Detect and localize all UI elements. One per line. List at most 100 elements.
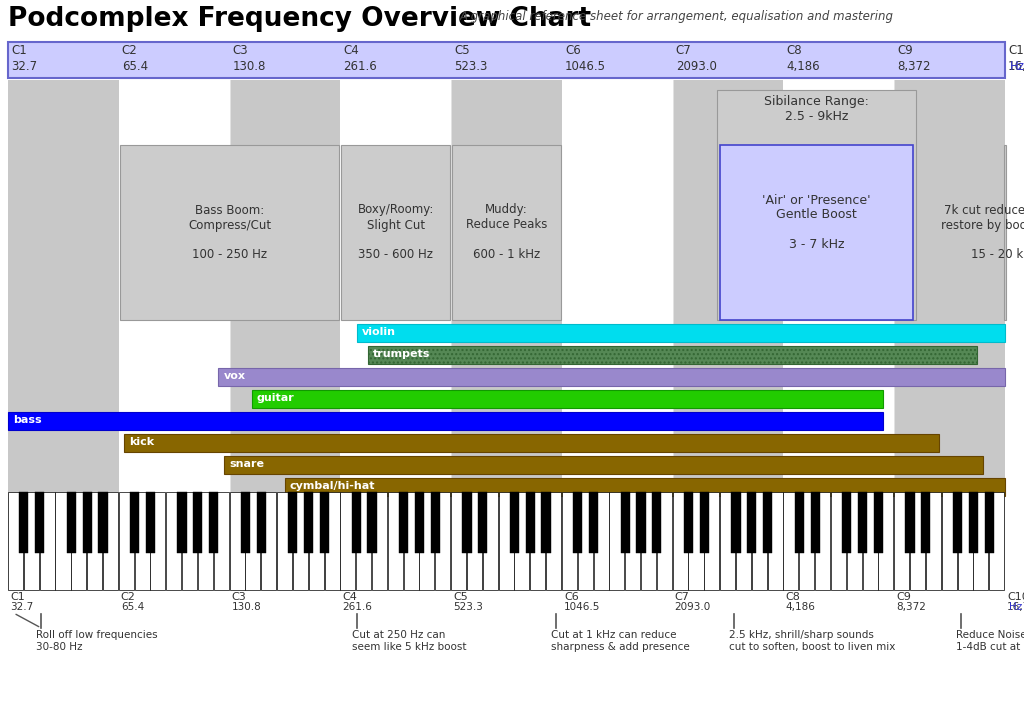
Text: snare: snare	[229, 459, 264, 469]
Bar	[40, 492, 54, 590]
Text: 4,186: 4,186	[785, 602, 815, 612]
Bar	[55, 492, 71, 590]
Text: Muddy:
Reduce Peaks

600 - 1 kHz: Muddy: Reduce Peaks 600 - 1 kHz	[466, 203, 547, 261]
Bar	[166, 492, 181, 590]
Bar	[705, 492, 719, 590]
Text: C8: C8	[786, 44, 802, 57]
Bar	[293, 492, 308, 590]
Bar	[525, 492, 535, 553]
Bar	[985, 492, 993, 553]
Bar	[989, 492, 1005, 590]
Text: C9: C9	[897, 44, 913, 57]
Bar	[673, 492, 688, 590]
Bar	[340, 80, 452, 590]
Bar	[530, 492, 545, 590]
Bar	[308, 492, 324, 590]
Bar	[974, 492, 988, 590]
Bar	[103, 492, 118, 590]
Bar	[905, 492, 914, 553]
Bar	[252, 390, 883, 408]
Bar	[463, 492, 471, 553]
Bar	[969, 492, 978, 553]
Bar	[452, 492, 466, 590]
Text: C8: C8	[785, 592, 801, 602]
Text: C9: C9	[896, 592, 911, 602]
Bar	[926, 492, 941, 590]
Text: 2093.0: 2093.0	[675, 602, 711, 612]
Bar	[478, 492, 487, 553]
Bar	[922, 492, 931, 553]
Text: 130.8: 130.8	[232, 60, 266, 73]
Text: guitar: guitar	[257, 393, 295, 403]
Bar	[420, 492, 434, 590]
Text: C1: C1	[10, 592, 25, 602]
Bar	[699, 492, 709, 553]
Text: 2.5 kHz, shrill/sharp sounds
cut to soften, boost to liven mix: 2.5 kHz, shrill/sharp sounds cut to soft…	[729, 630, 895, 652]
Bar	[278, 492, 292, 590]
Bar	[510, 492, 519, 553]
Text: Roll off low frequencies
30-80 Hz: Roll off low frequencies 30-80 Hz	[36, 630, 158, 652]
Text: C2: C2	[121, 592, 135, 602]
Text: 7k cut reduces 'air' -
restore by boost here

15 - 20 kHz: 7k cut reduces 'air' - restore by boost …	[941, 203, 1024, 261]
Bar	[120, 145, 339, 320]
Text: kick: kick	[129, 437, 155, 447]
Bar	[720, 145, 913, 320]
Bar	[151, 492, 166, 590]
Text: Bass Boom:
Compress/Cut

100 - 250 Hz: Bass Boom: Compress/Cut 100 - 250 Hz	[188, 203, 271, 261]
Bar	[830, 492, 846, 590]
Bar	[72, 492, 86, 590]
Bar	[673, 80, 783, 590]
Bar	[879, 492, 893, 590]
Text: 8,372: 8,372	[896, 602, 926, 612]
Bar	[340, 492, 355, 590]
Bar	[873, 492, 883, 553]
Text: Podcomplex Frequency Overview Chart: Podcomplex Frequency Overview Chart	[8, 6, 591, 32]
Text: 32.7: 32.7	[10, 602, 33, 612]
Text: C5: C5	[453, 592, 468, 602]
Bar	[626, 492, 640, 590]
Text: 65.4: 65.4	[122, 60, 147, 73]
Text: 261.6: 261.6	[343, 60, 377, 73]
Bar	[731, 492, 740, 553]
Bar	[720, 492, 735, 590]
Bar	[218, 368, 1005, 386]
Bar	[356, 492, 371, 590]
Text: Cut at 1 kHz can reduce
sharpness & add presence: Cut at 1 kHz can reduce sharpness & add …	[551, 630, 690, 652]
Bar	[257, 492, 266, 553]
Text: 32.7: 32.7	[11, 60, 37, 73]
Bar	[19, 492, 29, 553]
Bar	[8, 80, 119, 590]
Bar	[224, 456, 983, 474]
Bar	[684, 492, 693, 553]
Bar	[134, 492, 150, 590]
Bar	[124, 434, 939, 452]
Bar	[942, 492, 956, 590]
Bar	[752, 492, 767, 590]
Text: 16,744: 16,744	[1008, 60, 1024, 73]
Bar	[98, 492, 108, 553]
Bar	[894, 492, 909, 590]
Bar	[399, 492, 409, 553]
Bar	[763, 492, 772, 553]
Bar	[8, 412, 883, 430]
Text: C1: C1	[11, 44, 27, 57]
Bar	[717, 90, 916, 320]
Text: C6: C6	[565, 44, 581, 57]
Text: 523.3: 523.3	[454, 60, 487, 73]
Text: C7: C7	[675, 592, 689, 602]
Text: 65.4: 65.4	[121, 602, 144, 612]
Text: C5: C5	[454, 44, 470, 57]
Bar	[289, 492, 297, 553]
Bar	[795, 492, 804, 553]
Bar	[431, 492, 440, 553]
Bar	[8, 592, 1005, 612]
Bar	[209, 492, 218, 553]
Bar	[815, 492, 830, 590]
Bar	[35, 492, 44, 553]
Text: Hz: Hz	[1009, 602, 1022, 612]
Text: 'Air' or 'Presence'
Gentle Boost

3 - 7 kHz: 'Air' or 'Presence' Gentle Boost 3 - 7 k…	[762, 193, 871, 251]
Bar	[130, 492, 139, 553]
Bar	[847, 492, 862, 590]
Text: 16,744: 16,744	[1007, 602, 1024, 612]
Bar	[1004, 145, 1006, 320]
